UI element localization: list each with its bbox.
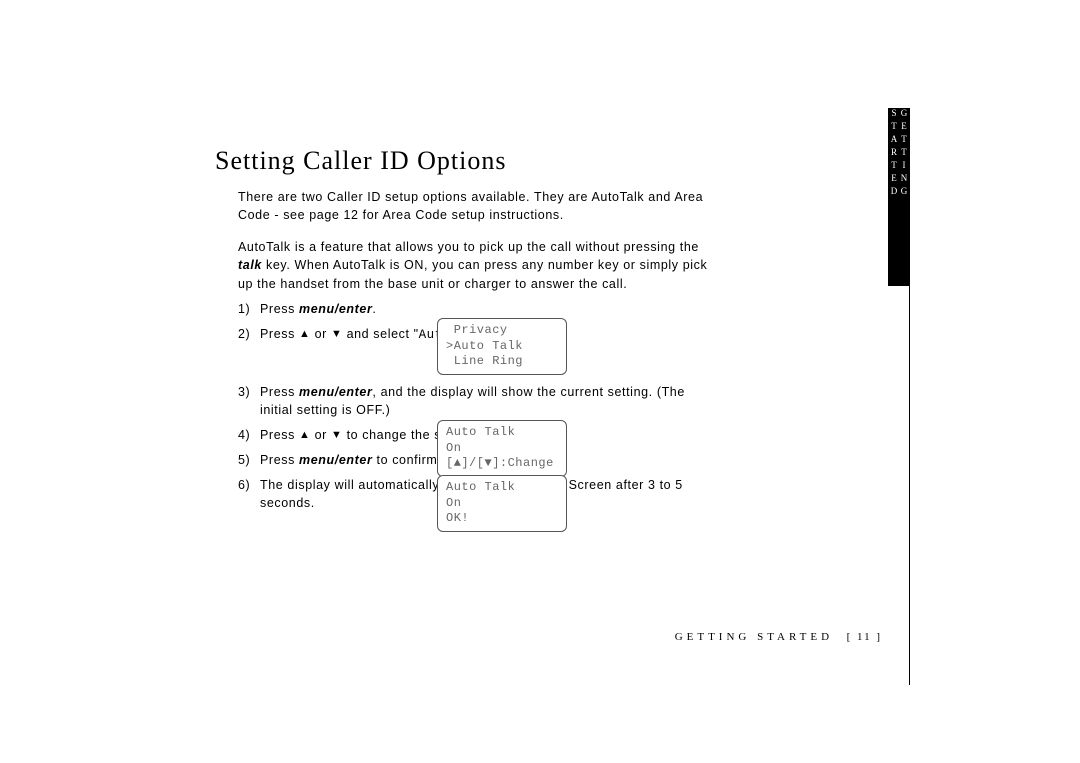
page-footer: GETTING STARTED [ 11 ] [675, 631, 882, 643]
lcd-screen-2: Auto Talk On [▲]/[▼]:Change [437, 420, 567, 477]
step-1: 1) Press menu/enter. [238, 300, 718, 319]
footer-section-label: GETTING STARTED [675, 631, 833, 643]
footer-page-number: [ 11 ] [847, 631, 882, 643]
intro-para-1: There are two Caller ID setup options av… [238, 188, 708, 224]
intro-para-2: AutoTalk is a feature that allows you to… [238, 238, 708, 292]
side-tab-label: GETTING STARTED [889, 108, 909, 286]
triangle-down-icon: ▼ [331, 326, 343, 343]
lcd-screen-1: Privacy >Auto Talk Line Ring [437, 318, 567, 375]
page-title: Setting Caller ID Options [215, 146, 506, 176]
lcd-screen-3: Auto Talk On OK! [437, 475, 567, 532]
body-text: There are two Caller ID setup options av… [238, 188, 708, 307]
section-side-tab: GETTING STARTED [888, 108, 910, 286]
triangle-up-icon: ▲ [299, 326, 311, 343]
triangle-down-icon: ▼ [331, 427, 343, 444]
step-3: 3) Press menu/enter, and the display wil… [238, 383, 718, 421]
triangle-up-icon: ▲ [299, 427, 311, 444]
manual-page: GETTING STARTED Setting Caller ID Option… [0, 0, 1080, 763]
